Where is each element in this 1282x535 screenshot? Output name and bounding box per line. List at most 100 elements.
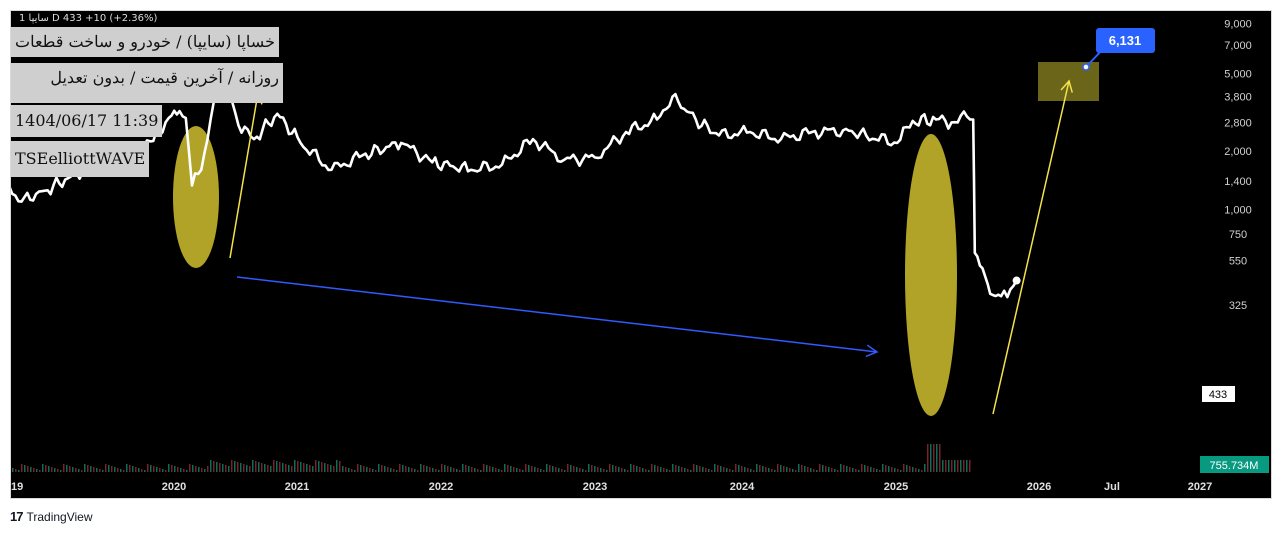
- volume-bar: [915, 468, 917, 472]
- volume-bar: [594, 466, 596, 472]
- volume-bar: [15, 469, 17, 472]
- volume-bar: [150, 465, 152, 472]
- volume-bar: [186, 470, 188, 472]
- y-tick-label: 1,400: [1224, 176, 1252, 188]
- volume-bar: [246, 465, 248, 472]
- volume-bar: [231, 460, 233, 472]
- volume-bar: [801, 465, 803, 472]
- volume-bar: [393, 469, 395, 472]
- volume-bar: [210, 460, 212, 472]
- volume-bar: [708, 469, 710, 472]
- volume-bar: [66, 465, 68, 472]
- volume-bar: [309, 465, 311, 472]
- volume-bar: [54, 468, 56, 472]
- volume-bar: [939, 444, 941, 472]
- volume-bar: [306, 464, 308, 472]
- volume-bar: [675, 465, 677, 472]
- volume-bar: [504, 464, 506, 472]
- volume-bar: [489, 466, 491, 472]
- y-tick-label: 3,800: [1224, 92, 1252, 104]
- tradingview-footer[interactable]: 17 TradingView: [10, 509, 93, 524]
- price-chart[interactable]: 9,000 7,000 5,000 3,800 2,800 2,000 1,400 1,000…: [11, 11, 1271, 498]
- volume-bar: [714, 464, 716, 472]
- volume-bar: [726, 468, 728, 472]
- volume-bar: [759, 465, 761, 472]
- volume-value-box: [1200, 456, 1269, 473]
- volume-bar: [534, 467, 536, 472]
- volume-bar: [108, 465, 110, 472]
- volume-bar: [474, 468, 476, 472]
- volume-bar: [351, 469, 353, 472]
- volume-bar: [258, 462, 260, 472]
- volume-bar: [204, 469, 206, 472]
- x-tick-label: 2019: [11, 481, 23, 493]
- chart-panel[interactable]: 9,000 7,000 5,000 3,800 2,800 2,000 1,400 1,000…: [10, 10, 1272, 499]
- volume-bar: [567, 464, 569, 472]
- volume-bar: [921, 470, 923, 472]
- volume-bar: [624, 469, 626, 472]
- volume-bar: [948, 460, 950, 472]
- volume-bar: [768, 468, 770, 472]
- volume-bar: [615, 466, 617, 472]
- volume-bar: [522, 470, 524, 472]
- volume-bar: [849, 467, 851, 472]
- volume-bar: [864, 465, 866, 472]
- volume-bar: [279, 462, 281, 472]
- volume-bar: [705, 468, 707, 472]
- volume-bar: [963, 460, 965, 472]
- volume-bar: [750, 469, 752, 472]
- volume-bar: [936, 444, 938, 472]
- volume-bar: [549, 465, 551, 472]
- volume-bar: [357, 464, 359, 472]
- volume-bar: [39, 470, 41, 472]
- volume-bar: [663, 468, 665, 472]
- volume-bar: [96, 468, 98, 472]
- volume-bar: [585, 470, 587, 472]
- volume-bar: [387, 467, 389, 472]
- volume-bar: [498, 469, 500, 472]
- last-price-label: 433: [1209, 389, 1227, 401]
- arrow-up-target-head: [1060, 79, 1073, 93]
- volume-bar: [873, 468, 875, 472]
- volume-bar: [888, 466, 890, 472]
- last-price-box: [1202, 386, 1235, 402]
- volume-bar: [156, 467, 158, 472]
- volume-bar: [930, 444, 932, 472]
- volume-bar: [180, 468, 182, 472]
- volume-bar: [603, 469, 605, 472]
- volume-bar: [723, 467, 725, 472]
- y-tick-label: 1,000: [1224, 205, 1252, 217]
- volume-bar: [960, 460, 962, 472]
- volume-bar: [102, 470, 104, 472]
- volume-bar: [27, 466, 29, 472]
- volume-bar: [120, 469, 122, 472]
- volume-bar: [636, 466, 638, 472]
- x-tick-label: 2022: [429, 481, 453, 493]
- volume-bar: [657, 466, 659, 472]
- volume-bar: [756, 464, 758, 472]
- last-price-dot: [1012, 276, 1021, 285]
- volume-bar: [552, 466, 554, 472]
- volume-bar: [951, 460, 953, 472]
- volume-bar: [966, 460, 968, 472]
- volume-bar: [291, 466, 293, 472]
- volume-bar: [438, 470, 440, 472]
- x-tick-label: 2020: [162, 481, 186, 493]
- highlight-ellipse-2020: [173, 126, 219, 268]
- volume-bar: [531, 466, 533, 472]
- x-tick-label: 2025: [884, 481, 908, 493]
- volume-bar: [825, 466, 827, 472]
- volume-bar: [273, 460, 275, 472]
- volume-bar: [51, 467, 53, 472]
- volume-bar: [642, 468, 644, 472]
- volume-bar: [30, 467, 32, 472]
- y-tick-label: 5,000: [1224, 68, 1252, 80]
- volume-bar: [906, 465, 908, 472]
- volume-bar: [138, 468, 140, 472]
- volume-bar: [270, 466, 272, 472]
- volume-bar: [666, 469, 668, 472]
- volume-bar: [882, 464, 884, 472]
- volume-bar: [321, 462, 323, 472]
- volume-bar: [348, 468, 350, 472]
- volume-bar: [465, 465, 467, 472]
